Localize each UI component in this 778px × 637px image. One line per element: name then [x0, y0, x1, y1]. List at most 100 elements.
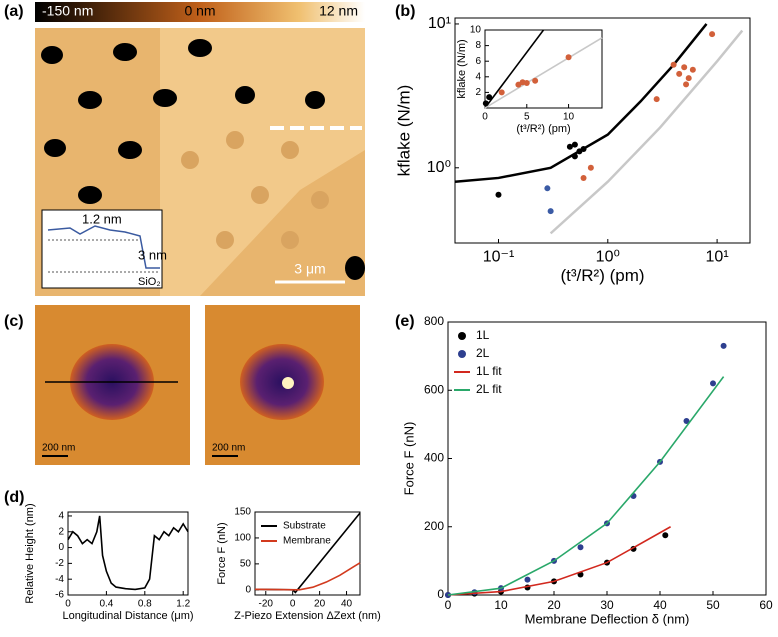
panel-label: (a) [4, 3, 24, 20]
data-point [482, 100, 489, 107]
data-point [523, 80, 530, 87]
panel-label: (b) [395, 3, 415, 20]
step-label: 1.2 nm [82, 211, 122, 226]
legend-label: 2L [476, 346, 490, 360]
y-tick-label: 2 [58, 526, 64, 537]
y-tick-label: 100 [234, 533, 251, 544]
x-tick-label: 10⁻¹ [483, 249, 515, 266]
data-point [683, 417, 690, 424]
x-tick-label: 10 [494, 598, 508, 612]
data-point [681, 64, 688, 71]
series-line [67, 515, 189, 591]
inset-background [485, 30, 602, 108]
legend-swatch [458, 332, 466, 340]
x-axis-label: Membrane Deflection δ (nm) [525, 612, 690, 627]
series-line [484, 37, 603, 109]
x-axis-label: (t³/R²) (pm) [516, 123, 570, 135]
data-point [577, 544, 584, 551]
step-label: 3 nm [138, 247, 167, 262]
y-tick-label: 10¹ [428, 15, 451, 32]
data-point [653, 96, 660, 103]
y-tick-label: 200 [424, 519, 444, 533]
colorbar [35, 2, 365, 22]
x-tick-label: 0 [482, 112, 488, 123]
series-line [549, 29, 744, 235]
data-point [486, 94, 493, 101]
y-axis-label: Force F (nN) [401, 422, 416, 496]
y-tick-label: -6 [55, 590, 64, 601]
x-axis-label: Z-Piezo Extension ΔZext (nm) [234, 610, 381, 622]
y-tick-label: 50 [240, 559, 252, 570]
y-tick-label: -4 [55, 574, 64, 585]
x-tick-label: 0 [65, 599, 71, 610]
data-point [683, 81, 690, 88]
y-tick-label: 4 [58, 511, 64, 522]
step-label: SiO₂ [138, 276, 161, 288]
y-axis-label: Relative Height (nm) [24, 503, 36, 603]
data-point [685, 75, 692, 82]
x-tick-label: 40 [341, 599, 353, 610]
data-point [662, 532, 669, 539]
data-point [580, 174, 587, 181]
data-point [566, 143, 573, 150]
y-axis-label: kflake (N/m) [456, 39, 468, 98]
data-point [498, 89, 505, 96]
scale-bar-label: 200 nm [42, 443, 75, 454]
plot-frame [454, 17, 751, 244]
legend-label: Membrane [283, 536, 331, 547]
legend-label: 1L [476, 328, 490, 342]
x-tick-label: 10⁰ [596, 249, 620, 266]
data-point [544, 185, 551, 192]
x-tick-label: 50 [706, 598, 720, 612]
y-axis-label: Force F (nN) [216, 522, 228, 584]
x-tick-label: 1.2 [176, 599, 190, 610]
data-point [720, 342, 727, 349]
x-tick-label: 20 [547, 598, 561, 612]
series-line [254, 562, 361, 591]
x-tick-label: 60 [759, 598, 773, 612]
x-tick-label: 0 [445, 598, 452, 612]
panel-label: (d) [4, 489, 24, 506]
legend-label: 1L fit [476, 364, 502, 378]
y-tick-label: 0 [437, 587, 444, 601]
y-tick-label: 600 [424, 382, 444, 396]
x-tick-label: 0.4 [99, 599, 113, 610]
colorbar-label: 12 nm [319, 3, 358, 19]
x-tick-label: 0 [290, 599, 296, 610]
x-tick-label: 30 [600, 598, 614, 612]
y-tick-label: 0 [245, 584, 251, 595]
data-point [580, 146, 587, 153]
legend-label: 2L fit [476, 382, 502, 396]
data-point [532, 77, 539, 84]
y-tick-label: 8 [475, 40, 481, 51]
data-point [587, 164, 594, 171]
data-point [710, 380, 716, 387]
data-point [524, 576, 531, 583]
x-tick-label: 40 [653, 598, 667, 612]
y-tick-label: 10⁰ [427, 159, 451, 176]
data-point [547, 208, 554, 215]
scale-bar-label: 200 nm [212, 443, 245, 454]
series-line [447, 526, 671, 596]
data-point [709, 31, 716, 38]
plot-frame [447, 321, 767, 596]
panel-label: (c) [4, 313, 24, 330]
colorbar-label: -150 nm [42, 3, 93, 19]
x-axis-label: (t³/R²) (pm) [560, 266, 644, 285]
y-tick-label: 10 [470, 25, 482, 36]
data-point [571, 141, 578, 148]
series-line [447, 376, 725, 596]
legend-swatch [458, 350, 466, 358]
y-axis-label: kflake (N/m) [394, 85, 413, 177]
y-tick-label: 150 [234, 507, 251, 518]
y-tick-label: 2 [475, 87, 481, 98]
y-tick-label: -2 [55, 558, 64, 569]
x-tick-label: 10¹ [706, 249, 729, 266]
data-point [495, 191, 502, 198]
data-point [670, 61, 677, 68]
scale-bar-label: 3 μm [294, 261, 325, 277]
x-tick-label: 10 [563, 112, 575, 123]
y-tick-label: 6 [475, 56, 481, 67]
afm-image [35, 28, 365, 296]
